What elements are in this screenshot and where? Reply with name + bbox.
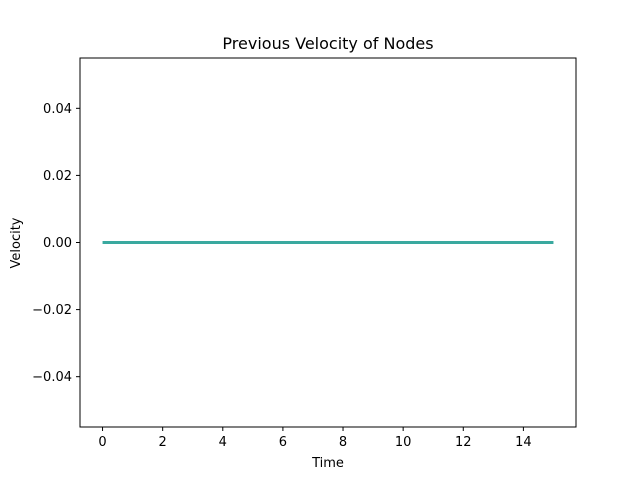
x-tick-label: 14: [515, 435, 532, 450]
y-tick-label: 0.02: [43, 169, 72, 184]
x-axis: 0 2 4 6 8 10 12 14: [98, 427, 532, 450]
x-tick-label: 0: [98, 435, 106, 450]
y-tick-label: −0.02: [32, 303, 72, 318]
y-axis-label: Velocity: [9, 217, 24, 268]
x-tick-label: 2: [159, 435, 167, 450]
y-axis: −0.04 −0.02 0.00 0.02 0.04: [32, 102, 80, 385]
x-tick-label: 8: [339, 435, 347, 450]
y-tick-label: 0.00: [43, 236, 72, 251]
x-axis-label: Time: [311, 456, 344, 471]
x-tick-label: 6: [279, 435, 287, 450]
x-tick-label: 4: [219, 435, 227, 450]
y-tick-label: 0.04: [43, 102, 72, 117]
y-tick-label: −0.04: [32, 370, 72, 385]
x-tick-label: 12: [455, 435, 472, 450]
x-tick-label: 10: [395, 435, 412, 450]
chart-title: Previous Velocity of Nodes: [222, 34, 433, 53]
